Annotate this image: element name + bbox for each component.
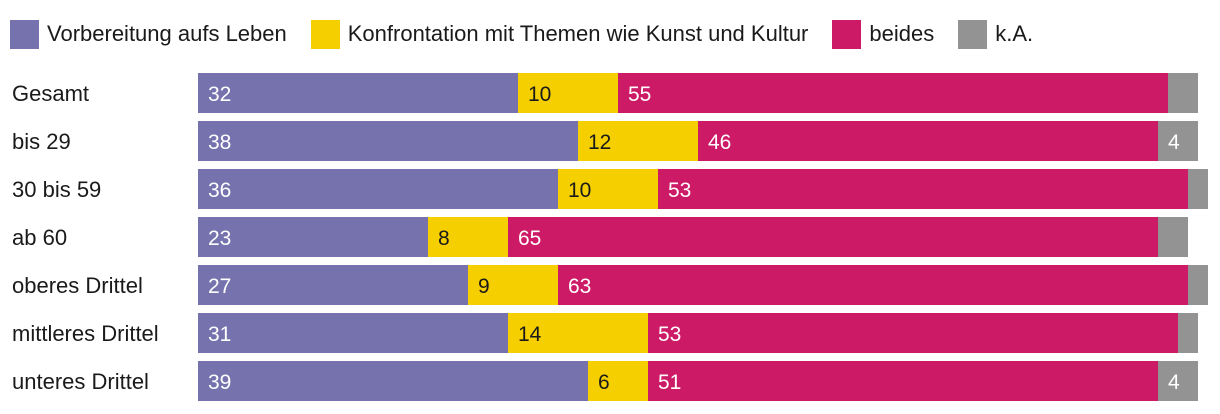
bar-segment [1178,313,1198,353]
bar-segment [558,169,658,209]
data-label: 46 [708,131,731,154]
data-label: 23 [208,227,231,250]
data-label: 38 [208,131,231,154]
data-label: 53 [668,179,691,202]
legend-label: beides [869,21,935,46]
bar-segment [1188,265,1208,305]
bar-segment [198,169,558,209]
legend-label: Vorbereitung aufs Leben [47,21,287,46]
category-label: mittleres Drittel [12,321,159,346]
category-label: unteres Drittel [12,369,149,394]
data-label: 27 [208,275,231,298]
category-label: oberes Drittel [12,273,143,298]
data-label: 4 [1168,131,1180,154]
bar-segment [698,121,1158,161]
legend-swatch [10,19,39,49]
legend-item-beides: beides [832,19,935,49]
bar-segment [1188,169,1208,209]
bar-segment [198,265,468,305]
data-label: 53 [658,323,681,346]
data-label: 39 [208,371,231,394]
bar-segment [588,361,648,401]
bar-segment [658,169,1188,209]
legend-swatch [958,19,988,49]
data-label: 14 [518,323,542,346]
bar-segment [508,313,648,353]
bar-segment [578,121,698,161]
legend-swatch [310,19,340,49]
bar-segment [198,361,588,401]
legend-item-konfrontation: Konfrontation mit Themen wie Kunst und K… [310,19,809,49]
bar-segment [198,313,508,353]
data-label: 32 [208,83,231,106]
data-label: 63 [568,275,591,298]
category-label: Gesamt [12,81,89,106]
category-label: bis 29 [12,129,71,154]
bar-segment [198,121,578,161]
bar-segment [518,73,618,113]
data-label: 10 [528,83,551,106]
bar-segment [1158,217,1188,257]
bar-segment [198,217,428,257]
data-label: 51 [658,371,681,394]
data-label: 4 [1168,371,1180,394]
data-label: 6 [598,371,610,394]
bar-segment [1168,73,1198,113]
bar-segment [428,217,508,257]
bar-segment [508,217,1158,257]
bar-segment [1158,121,1198,161]
bar-segment [618,73,1168,113]
category-label: 30 bis 59 [12,177,101,202]
legend-label: k.A. [995,21,1034,46]
legend: Vorbereitung aufs Leben Konfrontation mi… [10,18,1057,50]
data-label: 65 [518,227,541,250]
bar-segment [648,313,1178,353]
data-label: 31 [208,323,231,346]
data-label: 9 [478,275,490,298]
data-label: 10 [568,179,591,202]
legend-label: Konfrontation mit Themen wie Kunst und K… [347,21,809,46]
data-label: 55 [628,83,651,106]
bar-segment [468,265,558,305]
bar-segment [198,73,518,113]
bar-segment [1158,361,1198,401]
data-label: 8 [438,227,450,250]
category-label: ab 60 [12,225,67,250]
data-label: 12 [588,131,611,154]
bar-segment [558,265,1188,305]
legend-item-ka: k.A. [958,19,1034,49]
data-label: 36 [208,179,231,202]
legend-item-vorbereitung: Vorbereitung aufs Leben [10,19,287,49]
bar-segment [648,361,1158,401]
legend-swatch [832,19,862,49]
